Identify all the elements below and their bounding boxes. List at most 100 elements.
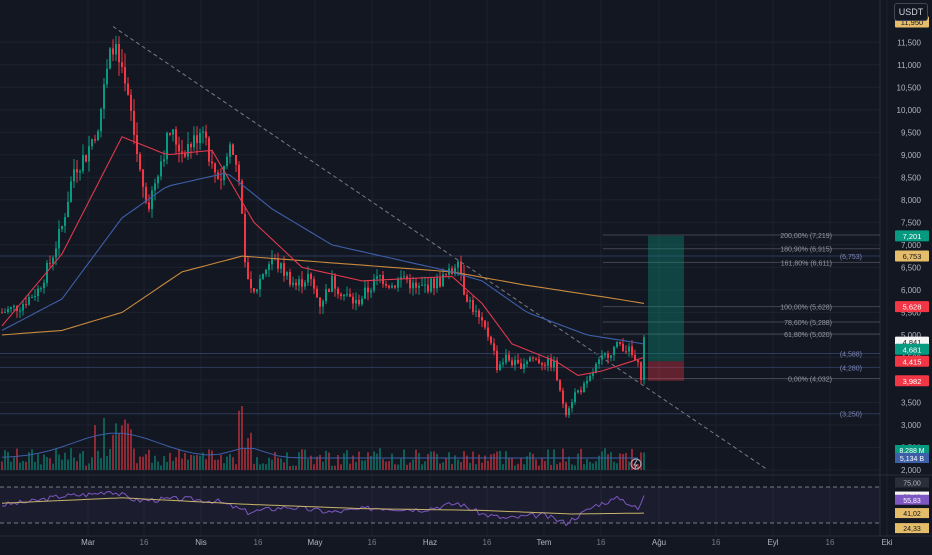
candle-body <box>247 262 249 280</box>
candle-body <box>40 288 42 290</box>
candle-body <box>7 309 9 312</box>
volume-bar <box>298 452 300 470</box>
volume-bar <box>106 456 108 470</box>
candle-body <box>205 131 207 138</box>
candle-body <box>298 279 300 286</box>
candle-body <box>127 83 129 95</box>
volume-bar <box>43 454 45 470</box>
volume-bar <box>148 449 150 470</box>
volume-bar <box>463 451 465 470</box>
price-tag-bg <box>895 301 929 313</box>
volume-bar <box>457 459 459 470</box>
candle-body <box>277 258 279 269</box>
volume-bar <box>136 463 138 470</box>
candle-body <box>46 263 48 283</box>
candle-body <box>556 360 558 381</box>
volume-bar <box>214 459 216 470</box>
candle-body <box>352 296 354 304</box>
volume-bar <box>421 464 423 470</box>
volume-bar <box>37 454 39 470</box>
candle-body <box>76 169 78 173</box>
candle-body <box>616 341 618 348</box>
candle-body <box>148 202 150 210</box>
candle-body <box>43 282 45 289</box>
rsi-band-fill <box>0 487 880 523</box>
fib-level-label: 180,90% (6,915) <box>780 247 832 254</box>
rsi-tag-label: 55,83 <box>903 498 921 505</box>
horizontal-level-label: (3,250) <box>840 412 862 419</box>
candle-body <box>622 343 624 352</box>
volume-bar <box>430 451 432 470</box>
volume-bar <box>46 457 48 470</box>
volume-bar <box>160 465 162 470</box>
candle-body <box>562 390 564 404</box>
x-tick-label: Haz <box>423 538 437 547</box>
volume-bar <box>424 461 426 470</box>
candle-body <box>412 282 414 289</box>
volume-bar <box>289 465 291 470</box>
candle-body <box>151 190 153 210</box>
candle-body <box>160 161 162 177</box>
horizontal-level-label: (4,280) <box>840 365 862 372</box>
x-tick-label: 16 <box>597 538 606 547</box>
candle-body <box>397 279 399 288</box>
candle-body <box>430 278 432 292</box>
volume-bar <box>61 459 63 470</box>
currency-selector[interactable]: USDT <box>894 3 928 21</box>
candle-body <box>427 284 429 292</box>
candle-body <box>436 277 438 289</box>
price-tag-bg <box>895 343 929 355</box>
volume-bar <box>562 448 564 470</box>
candle-body <box>454 267 456 275</box>
candle-body <box>307 273 309 283</box>
volume-bar <box>568 456 570 470</box>
volume-bar <box>517 463 519 470</box>
x-tick-label: 16 <box>140 538 149 547</box>
candle-body <box>235 154 237 165</box>
candle-body <box>28 297 30 305</box>
volume-bar <box>205 459 207 470</box>
candle-body <box>58 228 60 249</box>
volume-bar <box>547 449 549 470</box>
take-profit-zone <box>648 235 684 362</box>
candle-body <box>109 48 111 69</box>
volume-bar <box>508 457 510 470</box>
volume-bar <box>343 453 345 470</box>
volume-bar <box>283 462 285 470</box>
volume-bar <box>259 464 261 470</box>
volume-bar <box>220 454 222 470</box>
candle-body <box>193 135 195 148</box>
volume-bar <box>385 461 387 470</box>
volume-bar <box>628 461 630 470</box>
volume-bar <box>199 455 201 470</box>
candle-body <box>625 351 627 353</box>
volume-bar <box>538 465 540 470</box>
volume-bar <box>481 462 483 470</box>
candle-body <box>88 146 90 162</box>
volume-bar <box>244 448 246 470</box>
candle-body <box>634 354 636 361</box>
volume-bar <box>619 453 621 470</box>
candle-body <box>37 288 39 297</box>
candle-body <box>328 289 330 293</box>
candle-body <box>82 154 84 172</box>
candle-body <box>4 311 6 313</box>
candle-body <box>376 276 378 279</box>
candle-body <box>73 169 75 182</box>
candle-body <box>13 305 15 308</box>
volume-bar <box>397 464 399 470</box>
candle-body <box>526 361 528 364</box>
candle-body <box>466 294 468 302</box>
candle-body <box>589 375 591 381</box>
y-tick-label: 8,000 <box>901 196 922 205</box>
candle-body <box>325 289 327 302</box>
volume-bar <box>472 451 474 470</box>
candle-body <box>481 317 483 321</box>
volume-bar <box>301 449 303 470</box>
candle-body <box>547 358 549 366</box>
price-tag-bg <box>895 250 929 262</box>
candle-body <box>640 362 642 380</box>
ma-mid-line <box>1 172 645 345</box>
